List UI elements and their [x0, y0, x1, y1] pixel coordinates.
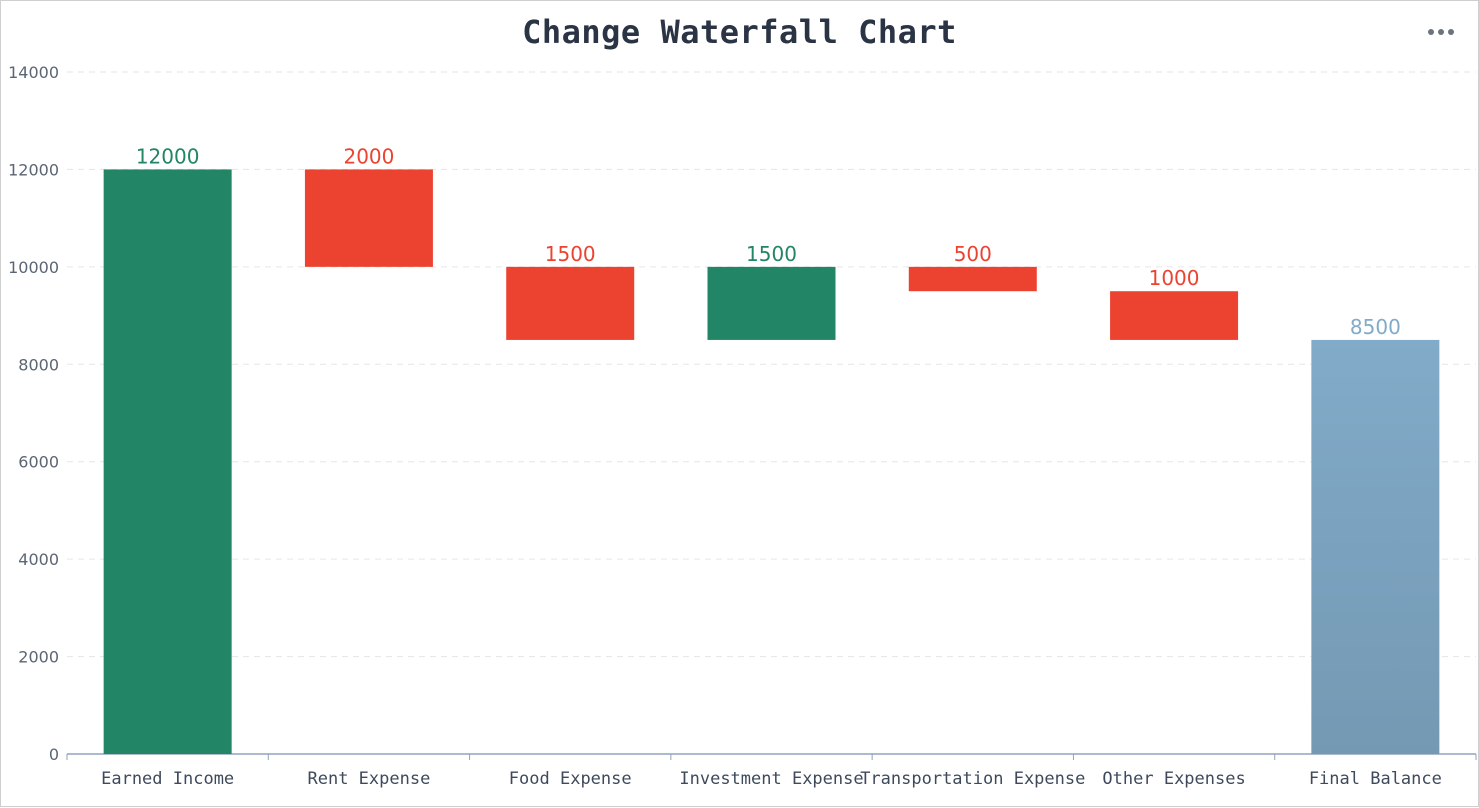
chart-title: Change Waterfall Chart	[522, 13, 957, 51]
y-tick-label: 6000	[18, 453, 59, 472]
y-tick-label: 0	[49, 745, 59, 764]
bar-food-expense[interactable]	[506, 266, 635, 340]
y-tick-label: 8000	[18, 355, 59, 374]
bar-rent-expense[interactable]	[304, 169, 433, 267]
x-tick-label: Earned Income	[101, 769, 234, 789]
data-label: 8500	[1350, 315, 1401, 339]
y-tick-label: 10000	[8, 258, 59, 277]
data-label: 12000	[136, 144, 200, 168]
more-options-button[interactable]	[1424, 21, 1458, 43]
x-tick-label: Rent Expense	[308, 769, 431, 789]
y-tick-label: 14000	[8, 63, 59, 82]
x-tick-label: Other Expenses	[1102, 769, 1245, 789]
y-tick-label: 12000	[8, 160, 59, 179]
data-label: 1500	[746, 242, 797, 266]
more-horizontal-icon	[1428, 29, 1454, 35]
data-label: 1500	[545, 242, 596, 266]
data-label: 1000	[1149, 266, 1200, 290]
bar-earned-income[interactable]	[103, 169, 232, 754]
bar-transportation-expense[interactable]	[908, 266, 1037, 292]
bar-investment-expense[interactable]	[707, 266, 836, 340]
bar-final-balance[interactable]	[1311, 339, 1440, 754]
x-tick-label: Investment Expense	[679, 769, 863, 789]
x-tick-label: Final Balance	[1309, 769, 1442, 789]
data-label: 500	[954, 242, 992, 266]
x-tick-label: Food Expense	[509, 769, 632, 789]
x-tick-label: Transportation Expense	[860, 769, 1085, 789]
bar-other-expenses[interactable]	[1110, 291, 1239, 340]
data-label: 2000	[343, 144, 394, 168]
y-tick-label: 2000	[18, 648, 59, 667]
y-tick-label: 4000	[18, 550, 59, 569]
